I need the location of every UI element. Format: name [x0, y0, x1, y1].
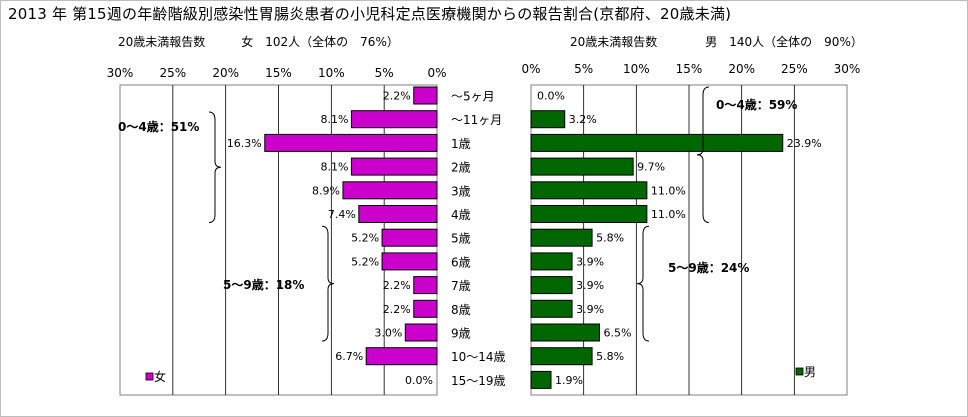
male-axis-tick: 20% [728, 62, 755, 76]
female-bar [350, 157, 438, 176]
female-bar [358, 205, 438, 223]
female-data-label: 6.7% [335, 350, 363, 363]
female-5-9-brace [321, 225, 335, 342]
category-label: 7歳 [451, 279, 471, 293]
male-data-label: 23.9% [787, 137, 822, 150]
female-bar [413, 299, 438, 318]
category-label: 8歳 [451, 303, 471, 317]
male-data-label: 6.5% [603, 327, 631, 340]
female-bar [264, 133, 438, 152]
male-axis-tick: 25% [781, 62, 808, 76]
category-label: 3歳 [451, 184, 471, 198]
female-data-label: 8.9% [312, 184, 340, 197]
male-data-label: 11.0% [651, 184, 686, 197]
male-data-label: 3.9% [576, 303, 604, 316]
category-label: 1歳 [451, 137, 471, 151]
category-label: 6歳 [451, 255, 471, 269]
female-axis-tick: 30% [107, 66, 134, 80]
female-bar [381, 228, 438, 247]
male-axis-tick: 15% [676, 62, 703, 76]
female-axis-tick: 10% [318, 66, 345, 80]
female-bar [413, 276, 438, 295]
male-bar [530, 252, 573, 271]
male-data-label: 3.2% [569, 113, 597, 126]
male-0-4-annotation: 0～4歳：59% [716, 97, 797, 112]
male-subtitle: 20歳未満報告数 男 140人（全体の 90%） [570, 35, 863, 49]
category-label: 9歳 [451, 327, 471, 341]
male-data-label: 11.0% [651, 208, 686, 221]
female-data-label: 2.2% [383, 303, 411, 316]
male-data-label: 5.8% [596, 350, 624, 363]
female-0-4-brace [208, 111, 222, 223]
female-data-label: 8.1% [320, 161, 348, 174]
male-bar [530, 299, 573, 318]
female-data-label: 7.4% [328, 208, 356, 221]
female-axis-tick: 0% [427, 66, 446, 80]
female-legend-swatch [145, 372, 154, 381]
female-bar [365, 347, 438, 366]
male-bar [530, 323, 600, 342]
female-axis-tick: 25% [159, 66, 186, 80]
male-axis-tick: 5% [574, 62, 593, 76]
female-axis-tick: 20% [212, 66, 239, 80]
chart-title: 2013 年 第15週の年齢階級別感染性胃腸炎患者の小児科定点医療機関からの報告… [8, 5, 732, 23]
male-legend-swatch [795, 367, 804, 376]
female-data-label: 0.0% [405, 374, 433, 387]
male-bar [530, 370, 552, 389]
female-data-label: 2.2% [383, 90, 411, 103]
female-data-label: 2.2% [383, 279, 411, 292]
female-bar [342, 181, 438, 200]
category-label: ～11ヶ月 [451, 113, 502, 127]
category-label: ～5ヶ月 [451, 90, 495, 104]
male-axis-tick: 10% [623, 62, 650, 76]
category-label: 15～19歳 [451, 374, 506, 388]
female-data-label: 8.1% [320, 113, 348, 126]
category-label: 5歳 [451, 232, 471, 246]
male-bar [530, 205, 648, 223]
category-label: 2歳 [451, 161, 471, 175]
female-subtitle: 20歳未満報告数 女 102人（全体の 76%） [118, 35, 399, 49]
male-bar [530, 228, 593, 247]
male-data-label: 3.9% [576, 279, 604, 292]
male-data-label: 0.0% [537, 90, 565, 103]
category-label: 10～14歳 [451, 350, 506, 364]
male-axis-tick: 30% [834, 62, 861, 76]
female-0-4-annotation: 0～4歳：51% [118, 119, 199, 134]
male-data-label: 5.8% [596, 232, 624, 245]
female-5-9-annotation: 5～9歳：18% [223, 277, 304, 292]
category-label: 4歳 [451, 208, 471, 222]
male-bar [530, 347, 593, 366]
male-bar [530, 133, 784, 152]
female-axis-tick: 5% [375, 66, 394, 80]
female-data-label: 5.2% [351, 255, 379, 268]
male-5-9-annotation: 5～9歳：24% [668, 260, 749, 275]
female-legend-label: 女 [154, 369, 166, 384]
male-axis-tick: 0% [521, 62, 540, 76]
male-bar [530, 181, 648, 200]
male-5-9-brace [636, 225, 650, 342]
female-data-label: 5.2% [351, 232, 379, 245]
male-bar [530, 276, 573, 295]
female-bar [350, 110, 438, 129]
male-data-label: 1.9% [555, 374, 583, 387]
female-data-label: 3.0% [374, 327, 402, 340]
male-data-label: 3.9% [576, 255, 604, 268]
male-bar [530, 110, 566, 129]
male-legend-label: 男 [804, 365, 816, 379]
female-bar [404, 323, 438, 342]
female-axis-tick: 15% [265, 66, 292, 80]
male-data-label: 9.7% [637, 161, 665, 174]
male-0-4-brace [696, 86, 710, 223]
female-bar [413, 86, 438, 105]
female-bar [381, 252, 438, 271]
male-bar [530, 157, 634, 176]
female-data-label: 16.3% [227, 137, 262, 150]
